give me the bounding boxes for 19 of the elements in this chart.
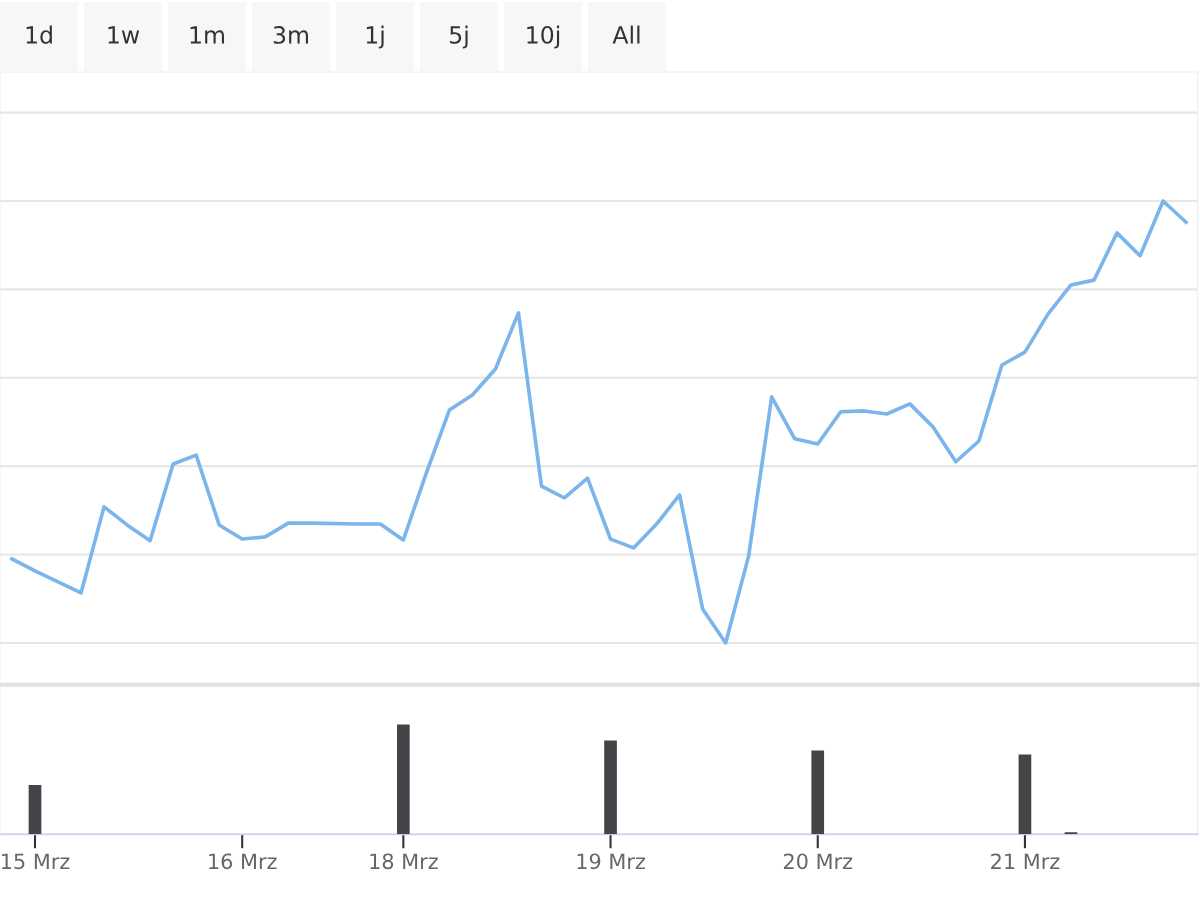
text: 1w xyxy=(108,26,140,44)
bar xyxy=(28,784,42,835)
text: 1d xyxy=(26,25,52,44)
text: 5j xyxy=(450,25,468,49)
x-tick-label: 20 Mrz xyxy=(783,853,853,870)
x-tick-label: 16 Mrz xyxy=(209,853,277,870)
text: 3m xyxy=(273,25,309,44)
x-tick-label: 19 Mrz xyxy=(577,853,645,870)
bar xyxy=(811,750,825,835)
x-tick-label: 21 Mrz xyxy=(991,853,1060,869)
text: 1m xyxy=(190,26,225,44)
text: 1j xyxy=(366,25,384,49)
text: 10j xyxy=(527,25,560,49)
text: All xyxy=(612,25,640,44)
x-tick-label: 18 Mrz xyxy=(370,853,438,870)
x-tick-label: 15 Mrz xyxy=(1,853,70,870)
bar xyxy=(1018,754,1032,835)
bar xyxy=(397,724,410,835)
bar xyxy=(604,740,617,835)
